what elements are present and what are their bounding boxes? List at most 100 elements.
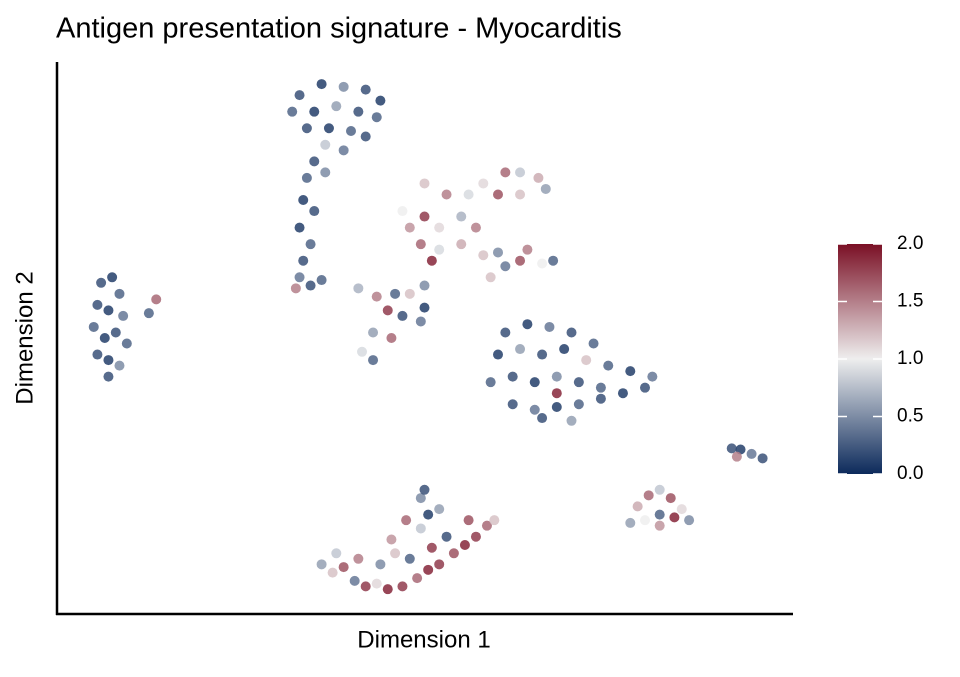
point: [375, 95, 386, 106]
point: [294, 222, 305, 233]
point: [665, 493, 676, 504]
point: [654, 484, 665, 495]
point: [434, 222, 445, 233]
point: [92, 349, 103, 360]
point: [331, 101, 342, 112]
point: [353, 283, 364, 294]
point: [617, 388, 628, 399]
point: [301, 172, 312, 183]
point: [298, 195, 309, 205]
point: [309, 156, 320, 167]
point: [647, 371, 658, 382]
point: [456, 239, 467, 250]
point: [463, 515, 474, 526]
point: [515, 167, 526, 178]
point: [386, 534, 397, 545]
point: [537, 258, 548, 269]
point: [434, 244, 445, 255]
point: [371, 578, 382, 589]
point: [423, 564, 434, 575]
point: [287, 106, 298, 117]
point: [382, 305, 393, 316]
colorbar-tick-label: 0.0: [897, 463, 923, 484]
point: [426, 542, 437, 553]
point: [368, 355, 379, 366]
point: [110, 327, 121, 338]
point: [360, 581, 371, 592]
point: [397, 581, 408, 592]
point: [470, 531, 481, 542]
point: [676, 504, 687, 515]
point: [327, 567, 338, 578]
point: [731, 451, 742, 462]
point: [566, 415, 577, 426]
point: [463, 189, 474, 200]
point: [559, 344, 570, 355]
point: [375, 559, 386, 570]
point: [415, 316, 426, 327]
point: [397, 206, 408, 217]
point: [493, 349, 503, 360]
point: [456, 211, 467, 222]
point: [640, 515, 650, 526]
point: [368, 327, 379, 338]
point: [493, 189, 503, 200]
point: [426, 255, 437, 266]
point: [537, 349, 548, 360]
point: [143, 308, 154, 319]
point: [485, 377, 496, 388]
point: [654, 520, 665, 531]
point: [470, 222, 481, 233]
point: [588, 338, 599, 349]
point: [371, 112, 382, 123]
point: [338, 562, 349, 573]
point: [654, 509, 665, 520]
chart-title: Antigen presentation signature - Myocard…: [56, 13, 622, 45]
point: [485, 272, 496, 283]
point: [99, 333, 110, 343]
point: [415, 523, 426, 534]
point: [320, 167, 331, 178]
point: [386, 333, 397, 343]
point: [625, 517, 636, 528]
point: [294, 90, 305, 101]
point: [338, 81, 349, 92]
point: [404, 553, 415, 564]
point: [419, 178, 430, 189]
point: [114, 288, 125, 299]
point: [537, 413, 548, 424]
point: [390, 548, 401, 559]
point: [121, 338, 132, 349]
point: [301, 123, 312, 134]
x-axis-label: Dimension 1: [357, 626, 490, 653]
point: [357, 346, 368, 357]
point: [573, 399, 584, 410]
point: [493, 247, 503, 258]
point: [114, 360, 125, 371]
point: [640, 382, 650, 393]
point: [419, 211, 430, 222]
point: [103, 305, 114, 316]
point: [481, 520, 492, 531]
point: [309, 106, 320, 117]
point: [507, 371, 518, 382]
point: [595, 382, 606, 393]
point: [349, 575, 360, 586]
point: [632, 501, 643, 512]
point: [338, 145, 349, 156]
point: [595, 393, 606, 404]
point: [551, 371, 562, 382]
point: [107, 272, 118, 283]
colorbar-tick-label: 1.0: [897, 348, 923, 369]
point: [540, 183, 551, 194]
point: [401, 515, 412, 526]
point: [669, 512, 680, 523]
point: [581, 355, 592, 366]
point: [625, 366, 636, 377]
point: [643, 490, 654, 501]
point: [434, 504, 445, 515]
point: [507, 399, 518, 410]
point: [478, 250, 489, 261]
